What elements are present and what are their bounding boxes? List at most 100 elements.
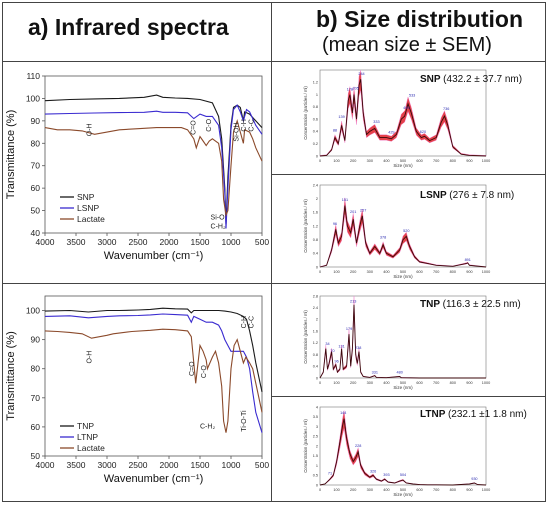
series-line-tnp (44, 307, 263, 393)
right-row-divider-3 (271, 396, 546, 397)
x-tick-label: 400 (383, 381, 389, 385)
series-line-ltnp (44, 313, 263, 433)
annotation-label: C-O (201, 365, 208, 378)
x-tick-label: 500 (400, 159, 406, 163)
peak-label: 96 (333, 222, 337, 226)
y-tick-label: 0 (316, 265, 318, 269)
y-tick-label: 0.8 (313, 238, 318, 242)
y-tick-label: 2.8 (313, 294, 318, 298)
peak-label: 930 (471, 477, 477, 481)
x-tick-label: 4000 (36, 460, 55, 470)
x-tick-label: 300 (367, 159, 373, 163)
y-tick-label: 2.4 (313, 306, 318, 310)
y-tick-label: 1.2 (313, 81, 318, 85)
legend-label-tnp: TNP (77, 421, 94, 431)
sample-label: LSNP (276 ± 7.8 nm) (420, 190, 514, 201)
legend-label-lactate: Lactate (77, 214, 105, 224)
y-tick-label: 0.2 (313, 142, 318, 146)
x-tick-label: 3000 (98, 460, 117, 470)
y-tick-label: 80 (31, 138, 41, 148)
mean-size-line (319, 79, 487, 157)
left-row-divider (2, 283, 272, 284)
x-tick-label: 2000 (160, 460, 179, 470)
x-tick-label: 500 (400, 270, 406, 274)
size-chart-lsnp: 0 100 200 300 400 500 600 700 800 900 1000 0 0.4 0.8 1… (303, 183, 514, 279)
plot-area (319, 406, 487, 486)
sample-mean-sem: (116.3 ± 22.5 nm) (443, 299, 521, 310)
x-tick-label: 4000 (36, 237, 55, 247)
peak-label: 331 (372, 370, 378, 374)
series-line-lactate (44, 328, 263, 433)
peak-label: 504 (400, 473, 406, 477)
y-tick-label: 1 (316, 464, 318, 468)
x-axis-label: Size (nm) (393, 385, 413, 390)
y-tick-label: 0 (316, 483, 318, 487)
peak-label: 533 (409, 94, 415, 98)
annotation-label: Ti-O-Ti (241, 410, 248, 432)
peak-label: 238 (355, 346, 361, 350)
x-tick-label: 0 (319, 159, 321, 163)
sample-label: LTNP (232.1 ±1 1.8 nm) (420, 409, 527, 420)
sample-name: SNP (420, 74, 443, 85)
annotation-label: C-O (206, 118, 213, 131)
x-tick-label: 100 (333, 159, 339, 163)
annotation-label: C-H (241, 119, 248, 131)
x-axis-label: Size (nm) (393, 492, 413, 497)
x-tick-label: 700 (433, 270, 439, 274)
legend-label-lsnp: LSNP (77, 203, 100, 213)
x-tick-label: 700 (433, 159, 439, 163)
y-tick-label: 0.6 (313, 117, 318, 121)
y-tick-label: 70 (31, 393, 41, 403)
x-tick-label: 900 (466, 270, 472, 274)
y-tick-label: 60 (31, 183, 41, 193)
y-tick-label: 2 (316, 197, 318, 201)
peak-label: 891 (465, 258, 471, 262)
x-axis-label: Size (nm) (393, 274, 413, 279)
x-tick-label: 1500 (191, 460, 210, 470)
peak-label: 244 (358, 72, 364, 76)
heading-size-distribution: b) Size distribution (316, 6, 523, 32)
y-axis-label: Transmittance (%) (5, 110, 17, 199)
sample-mean-sem: (232.1 ±1 1.8 nm) (448, 409, 527, 420)
x-tick-label: 400 (383, 488, 389, 492)
peak-label: 144 (340, 411, 346, 415)
y-tick-label: 0.5 (313, 474, 318, 478)
x-tick-label: 1000 (222, 460, 241, 470)
annotation-label: O-H (87, 351, 94, 364)
x-tick-label: 700 (433, 488, 439, 492)
x-tick-label: 900 (466, 488, 472, 492)
y-tick-label: 90 (31, 335, 41, 345)
peak-label: 34 (325, 342, 329, 346)
x-tick-label: 1000 (482, 488, 490, 492)
annotation-label: C=O (189, 361, 196, 376)
x-tick-label: 900 (466, 381, 472, 385)
y-tick-label: 1.6 (313, 329, 318, 333)
peak-label: 378 (380, 236, 386, 240)
x-tick-label: 800 (450, 488, 456, 492)
y-tick-label: 2 (316, 444, 318, 448)
sample-name: LTNP (420, 409, 448, 420)
x-tick-label: 3500 (67, 460, 86, 470)
y-tick-label: 2.4 (313, 183, 318, 187)
y-tick-label: 80 (31, 364, 41, 374)
peak-label: 480 (397, 370, 403, 374)
y-tick-label: 2 (316, 318, 318, 322)
x-tick-label: 1000 (482, 270, 490, 274)
x-tick-label: 3000 (98, 237, 117, 247)
x-tick-label: 2500 (129, 237, 148, 247)
header-divider (2, 61, 546, 62)
peak-label: 71 (328, 471, 332, 475)
peak-label: 257 (360, 208, 366, 212)
heading-infrared-spectra: a) Infrared spectra (28, 14, 229, 40)
y-tick-label: 1.5 (313, 454, 318, 458)
x-tick-label: 200 (350, 488, 356, 492)
ir-spectra-chart-bottom: 4000 3500 3000 2500 2000 1500 1000 500 50 60 70 80 9… (5, 295, 269, 485)
y-tick-label: 70 (31, 161, 41, 171)
x-tick-label: 100 (333, 270, 339, 274)
x-axis-label: Wavenumber (cm⁻¹) (104, 250, 204, 262)
sample-label: TNP (116.3 ± 22.5 nm) (420, 299, 521, 310)
x-tick-label: 300 (367, 488, 373, 492)
sample-label: SNP (432.2 ± 37.7 nm) (420, 74, 522, 85)
y-tick-label: 1.6 (313, 211, 318, 215)
peak-label: 620 (420, 130, 426, 134)
